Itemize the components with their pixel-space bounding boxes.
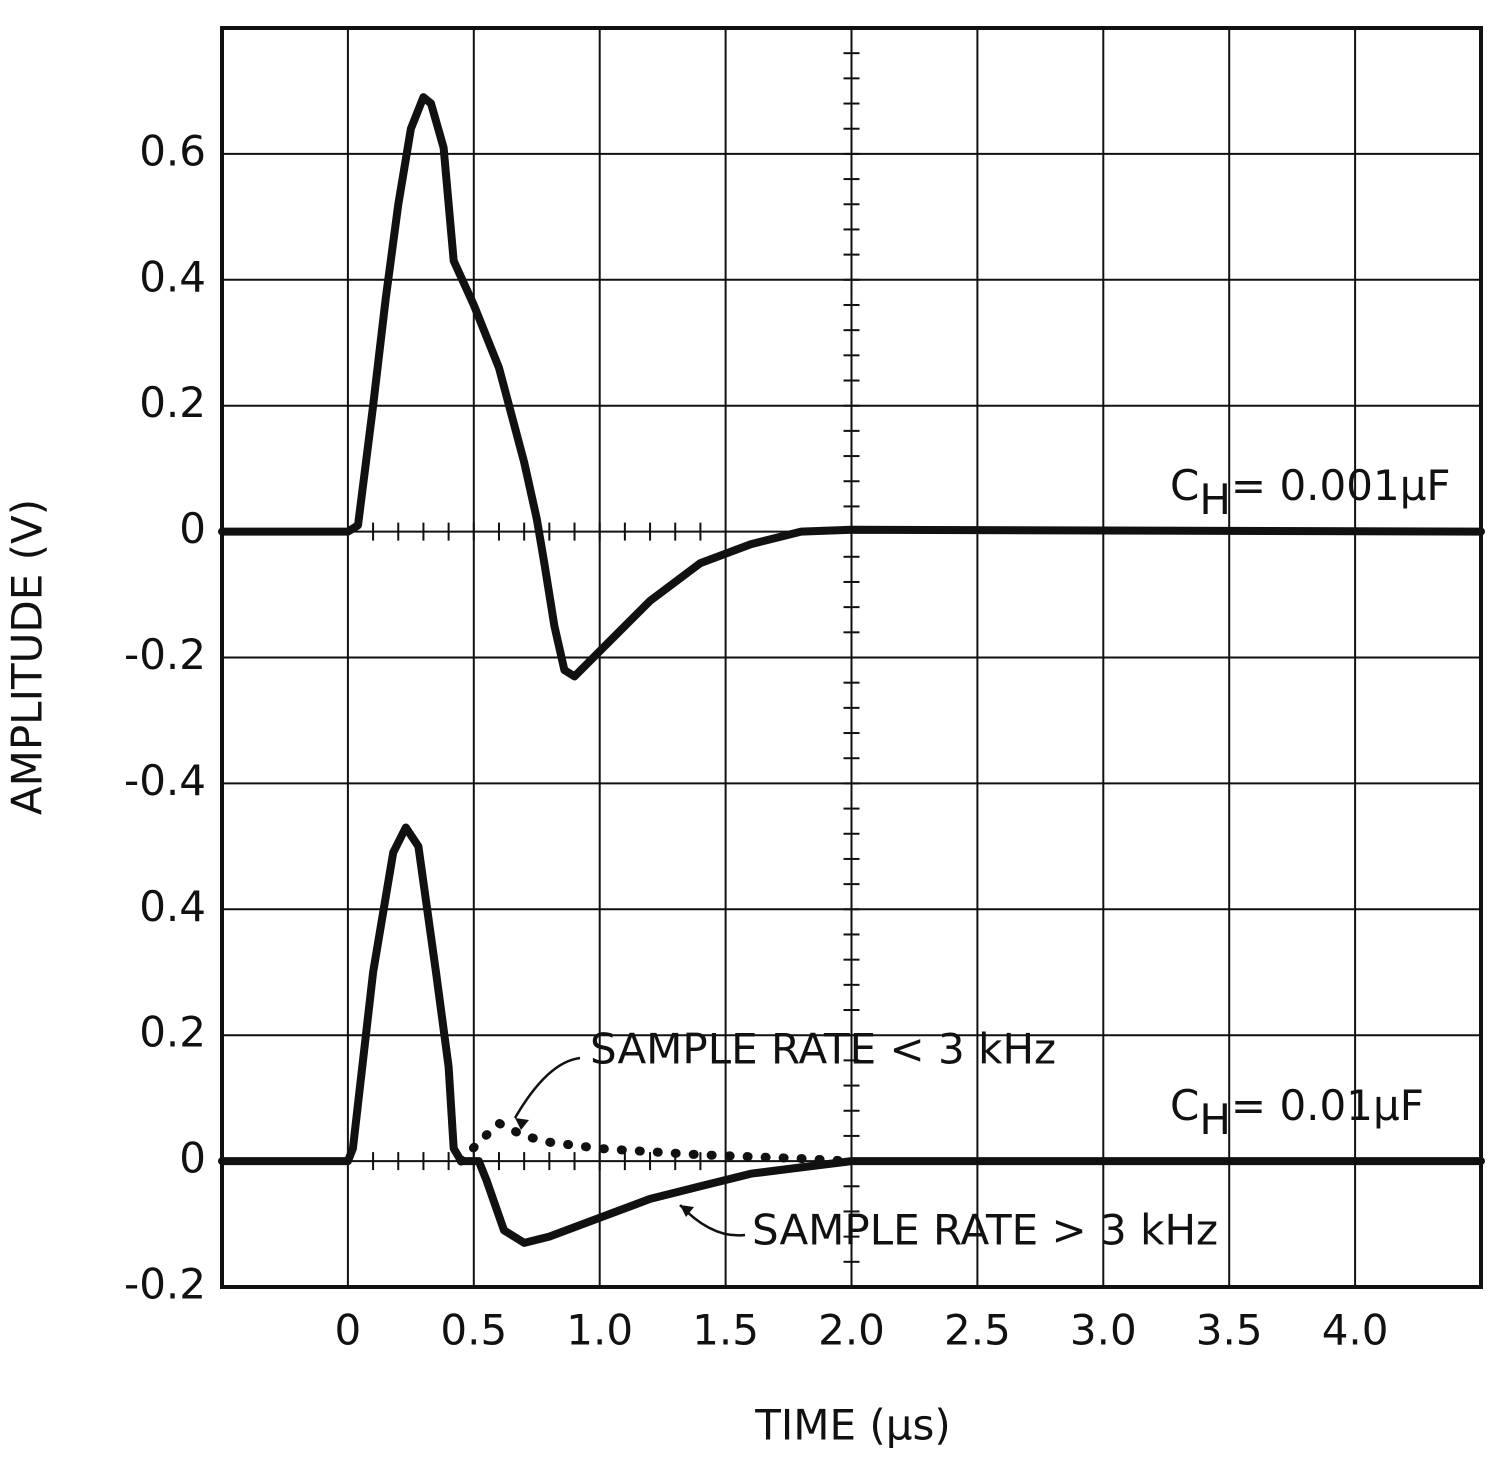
y-tick-label: 0.2 xyxy=(139,378,206,427)
y-tick-label: 0.6 xyxy=(139,126,206,175)
annotation-text: C xyxy=(1170,461,1199,510)
series-label: SAMPLE RATE < 3 kHz xyxy=(590,1025,1056,1074)
arrow-head xyxy=(680,1205,694,1217)
y-tick-label: -0.2 xyxy=(124,630,206,679)
annotation-subscript: H xyxy=(1199,1095,1231,1144)
x-tick-label: 1.0 xyxy=(566,1306,633,1355)
y-tick-label: 0.4 xyxy=(139,252,206,301)
y-tick-label: -0.2 xyxy=(124,1260,206,1309)
y-tick-label: 0.4 xyxy=(139,882,206,931)
x-tick-label: 0.5 xyxy=(440,1306,507,1355)
x-tick-label: 1.5 xyxy=(692,1306,759,1355)
x-axis-label: TIME (μs) xyxy=(754,1401,951,1450)
x-tick-label: 0 xyxy=(335,1306,362,1355)
label-arrow xyxy=(513,1056,581,1119)
x-tick-label: 2.5 xyxy=(944,1306,1011,1355)
series-line xyxy=(456,1118,856,1166)
annotation-text: C xyxy=(1170,1081,1199,1130)
annotation: CH= 0.01μF xyxy=(1170,1081,1424,1144)
annotation-subscript: H xyxy=(1199,475,1231,524)
series-line xyxy=(218,823,1485,1247)
x-tick-label: 2.0 xyxy=(818,1306,885,1355)
y-axis-label: AMPLITUDE (V) xyxy=(3,499,52,815)
x-tick-label: 4.0 xyxy=(1322,1306,1389,1355)
x-tick-label: 3.0 xyxy=(1070,1306,1137,1355)
y-tick-label: 0 xyxy=(179,1134,206,1183)
x-tick-label: 3.5 xyxy=(1196,1306,1263,1355)
series-line xyxy=(218,93,1485,681)
y-tick-label: 0.2 xyxy=(139,1008,206,1057)
y-tick-label: -0.4 xyxy=(124,756,206,805)
y-tick-label: 0 xyxy=(179,504,206,553)
annotation: CH= 0.001μF xyxy=(1170,461,1451,524)
annotation-text: = 0.01μF xyxy=(1231,1081,1424,1130)
annotation-text: = 0.001μF xyxy=(1231,461,1451,510)
series-label: SAMPLE RATE > 3 kHz xyxy=(752,1206,1218,1255)
arrow-head xyxy=(515,1118,529,1130)
